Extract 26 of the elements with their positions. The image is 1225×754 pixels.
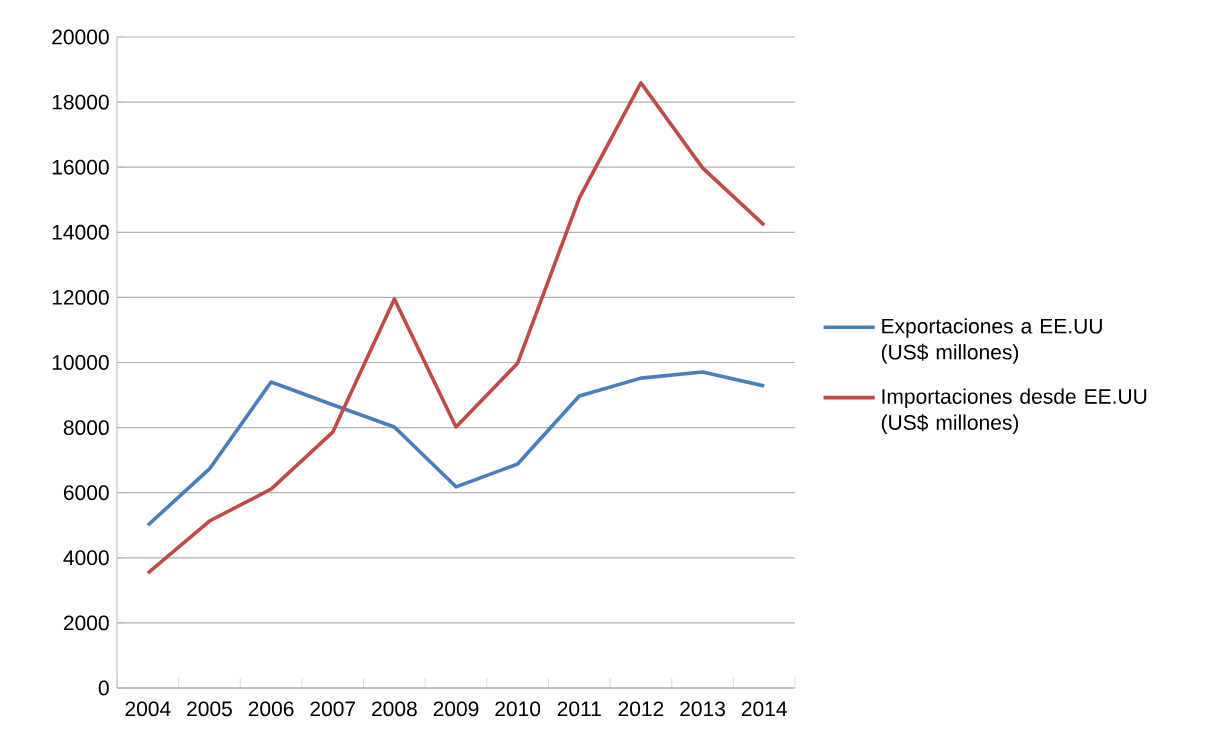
y-tick-label: 16000 [52, 159, 109, 175]
x-tick-label: 2014 [741, 701, 787, 717]
x-tick-label: 2004 [125, 701, 171, 717]
y-tick-label: 4000 [63, 550, 109, 566]
y-tick-label: 18000 [52, 94, 109, 110]
x-tick-label: 2012 [618, 701, 664, 717]
y-tick-label: 8000 [63, 420, 109, 436]
y-tick-label: 0 [98, 680, 109, 696]
x-tick-label: 2008 [372, 701, 417, 717]
y-tick-label: 20000 [52, 29, 109, 45]
x-tick-label: 2010 [495, 701, 541, 717]
x-tick-label: 2005 [187, 701, 232, 717]
line-series [146, 81, 766, 575]
y-tick-label: 6000 [63, 485, 109, 501]
y-tick-label: 12000 [52, 289, 109, 305]
legend-label: Exportaciones a EE.UU (US$ millones) [881, 318, 1102, 364]
y-tick-label: 10000 [52, 355, 109, 370]
x-tick-label: 2009 [433, 701, 479, 717]
x-tick-label: 2011 [557, 701, 601, 717]
y-tick-label: 14000 [52, 224, 109, 240]
x-tick-label: 2007 [310, 701, 356, 717]
x-tick-label: 2013 [680, 701, 725, 717]
line-series [146, 370, 766, 528]
y-tick-label: 2000 [63, 615, 109, 631]
legend-label: Importaciones desde EE.UU (US$ millones) [881, 388, 1147, 435]
x-tick-label: 2006 [248, 701, 294, 717]
